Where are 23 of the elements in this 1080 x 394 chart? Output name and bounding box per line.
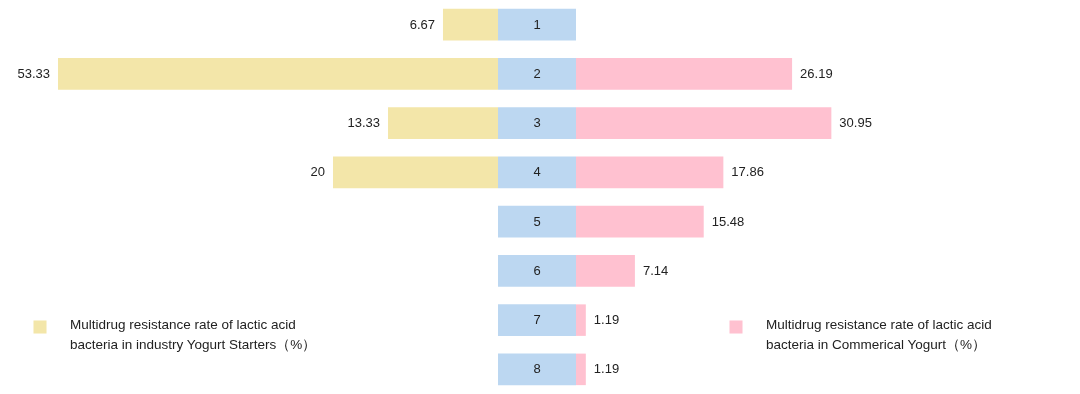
y-tick-label: 1	[533, 16, 541, 32]
data-label: 15.48	[711, 213, 745, 229]
data-label: 1.19	[593, 361, 620, 377]
data-label: 1.19	[593, 312, 620, 328]
data-label: 20	[310, 164, 325, 180]
y-tick-label: 8	[533, 361, 541, 377]
legend-label: Multidrug resistance rate of lactic acid bacteria in Commerical Yogurt（%）	[766, 317, 992, 352]
data-label: 53.33	[17, 65, 50, 81]
data-label: 26.19	[800, 65, 833, 81]
legend-label: Multidrug resistance rate of lactic acid bacteria in industry Yogurt Starters（%）	[70, 317, 317, 352]
y-tick-label: 2	[533, 65, 541, 81]
data-label: 7.14	[642, 262, 669, 278]
y-tick-label: 5	[533, 213, 541, 229]
data-label: 6.67	[409, 16, 435, 32]
y-tick-label: 3	[533, 115, 541, 131]
data-label: 30.95	[839, 115, 872, 131]
y-tick-label: 6	[533, 262, 541, 278]
y-tick-label: 4	[533, 164, 541, 180]
y-tick-label: 7	[533, 312, 541, 328]
data-label: 17.86	[731, 164, 764, 180]
bar	[576, 353, 586, 386]
bar	[576, 304, 586, 336]
data-label: 13.33	[347, 115, 381, 131]
